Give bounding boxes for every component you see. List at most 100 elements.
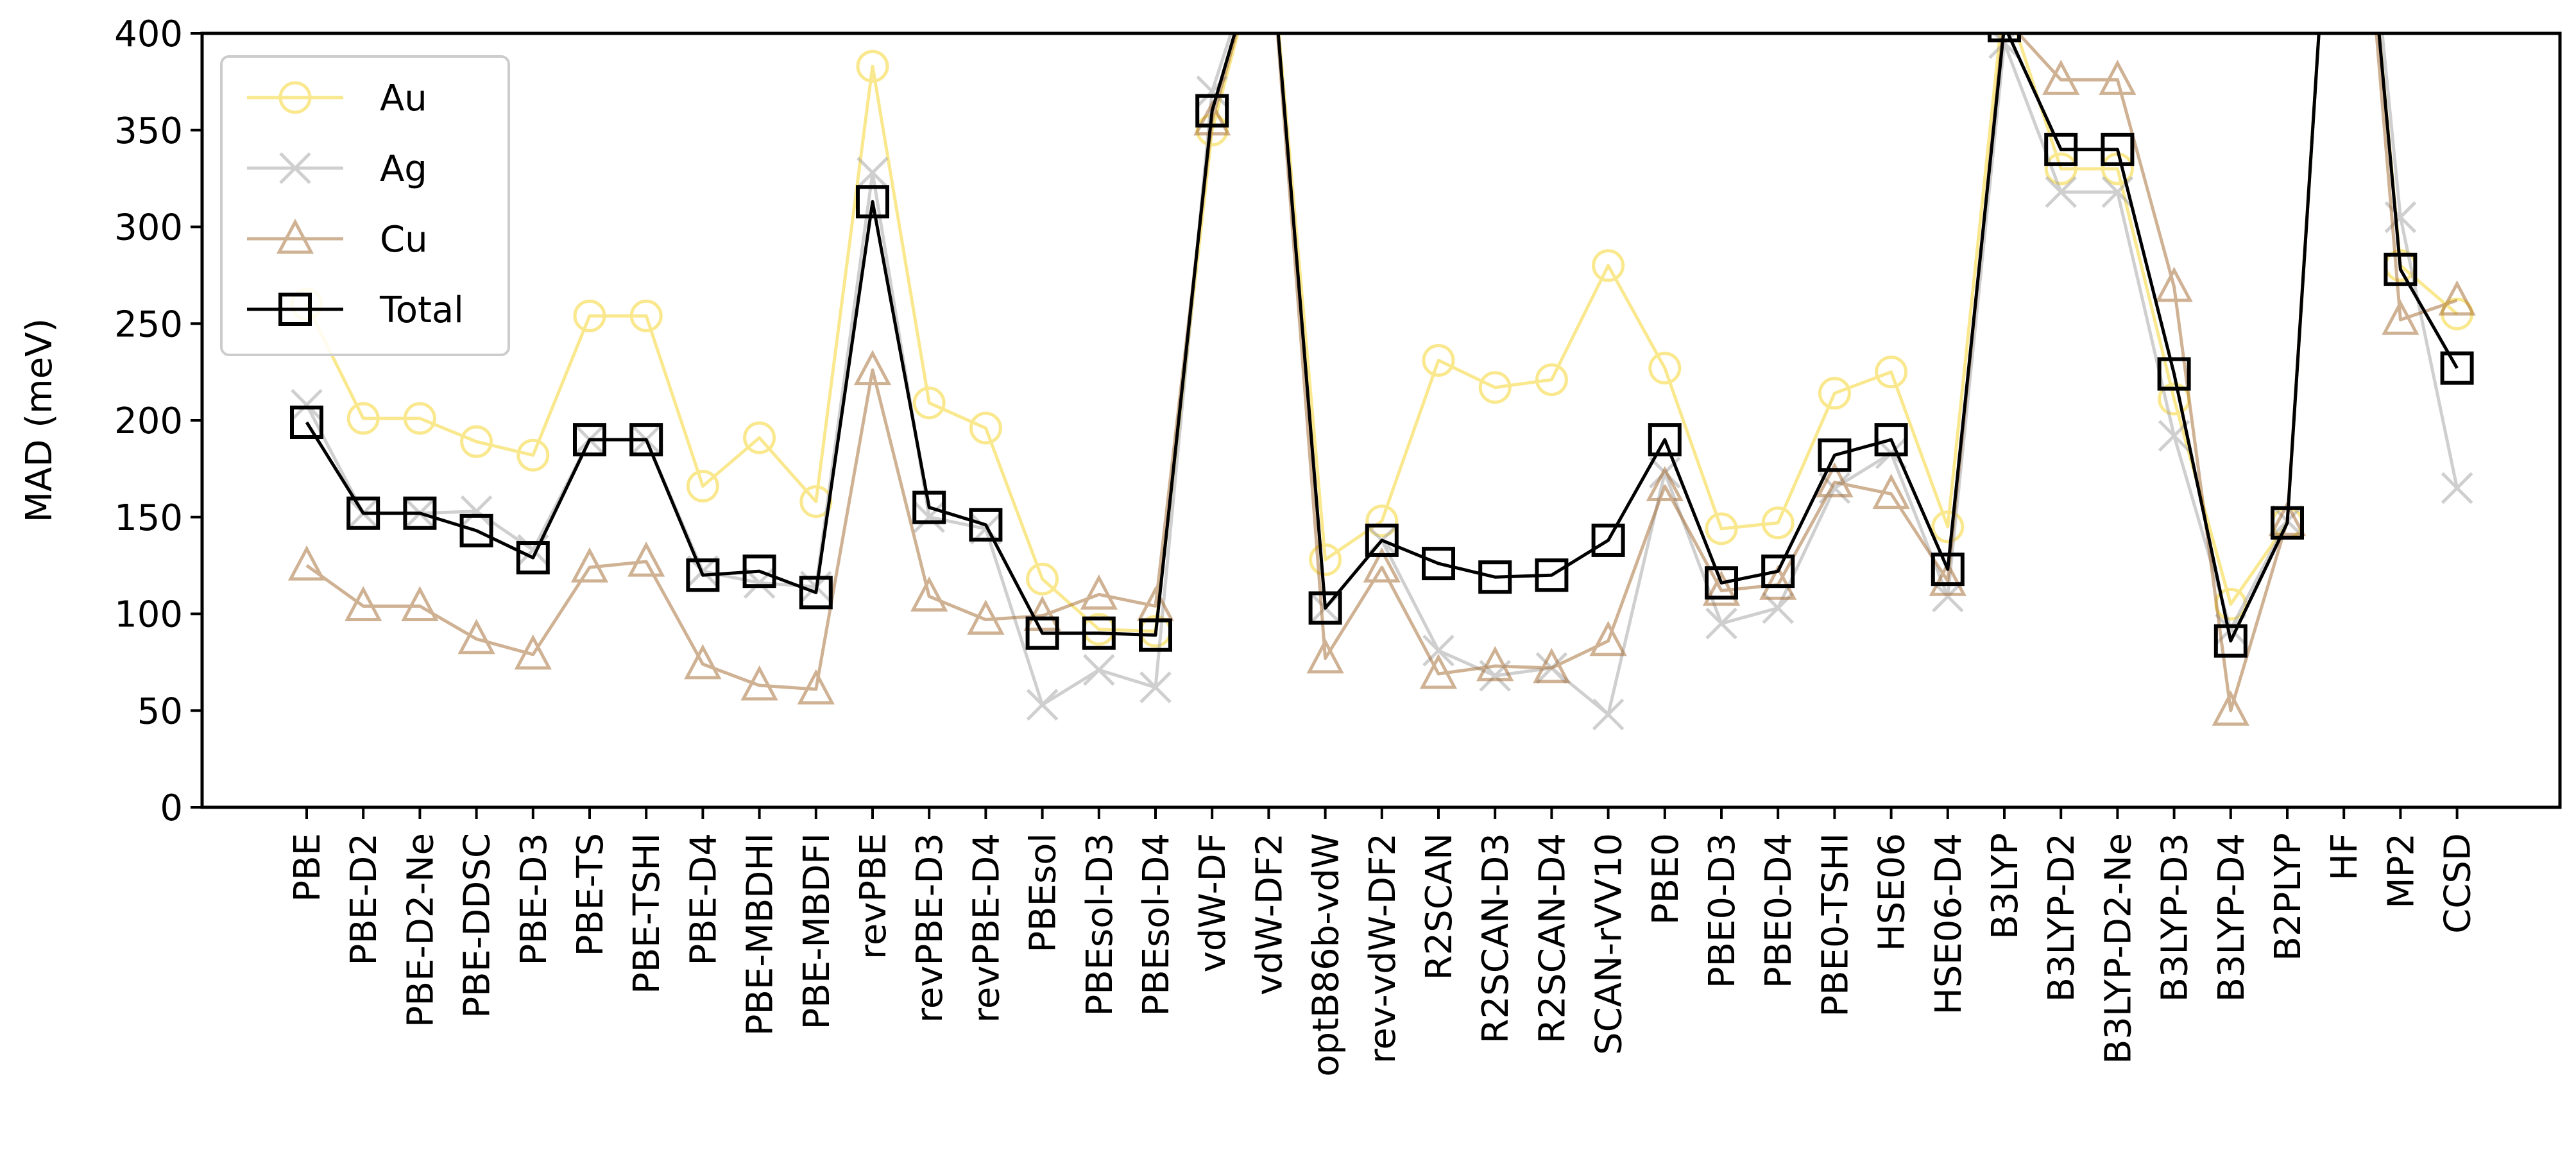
y-tick-label: 350	[114, 110, 183, 152]
x-tick-label: vdW-DF2	[1249, 833, 1290, 995]
legend-marker	[278, 293, 312, 326]
data-point-total	[1365, 523, 1399, 557]
data-point-total	[742, 554, 776, 588]
data-point-au	[1648, 352, 1682, 385]
plot-frame	[200, 31, 2562, 809]
data-point-cu	[627, 541, 665, 577]
data-point-total	[686, 558, 720, 592]
y-tick-label: 200	[114, 400, 183, 442]
data-point-total	[799, 576, 833, 610]
series-total	[290, 33, 2474, 658]
data-point-cu	[1816, 462, 1854, 497]
legend-marker	[279, 152, 311, 184]
data-point-au	[629, 299, 663, 332]
legend-item-ag	[247, 152, 343, 184]
data-point-total	[1478, 560, 1512, 594]
data-point-cu	[457, 619, 495, 655]
data-point-cu	[2099, 60, 2137, 95]
data-point-cu	[1702, 570, 1741, 606]
data-point-total	[1988, 33, 2021, 42]
y-axis-label: MAD (meV)	[19, 318, 60, 523]
data-point-total	[856, 185, 889, 219]
data-point-ag	[1083, 654, 1115, 686]
legend-item-au	[247, 81, 343, 114]
data-point-au	[460, 425, 493, 458]
x-tick-label: optB86b-vdW	[1306, 833, 1347, 1077]
data-point-au	[1309, 543, 1342, 576]
legend-marker	[276, 218, 314, 254]
data-point-total	[1648, 423, 1682, 457]
legend-marker	[278, 81, 312, 114]
data-point-au	[1875, 356, 1908, 389]
data-point-cu	[684, 644, 722, 680]
series-line-cu	[305, 33, 2458, 712]
data-point-total	[2440, 351, 2474, 385]
data-point-au	[743, 421, 776, 454]
data-point-total	[1874, 423, 1908, 457]
data-point-au	[2044, 152, 2077, 185]
data-point-cu	[1533, 648, 1571, 683]
data-point-cu	[287, 545, 326, 581]
data-point-total	[629, 423, 663, 457]
x-tick-label: PBE-MBDFI	[796, 833, 838, 1029]
x-tick-label: PBE-D2	[343, 833, 385, 966]
data-point-ag	[460, 495, 493, 528]
data-point-au	[1478, 371, 1512, 404]
data-point-total	[1025, 616, 1059, 650]
data-point-ag	[1988, 33, 2020, 59]
data-point-au	[1931, 510, 1965, 544]
x-tick-label: B3LYP-D4	[2211, 833, 2253, 1002]
x-tick-label: revPBE-D3	[909, 833, 951, 1023]
x-tick-label: R2SCAN	[1419, 833, 1460, 980]
data-point-total	[573, 423, 606, 457]
data-point-cu	[1872, 474, 1910, 510]
y-tick-label: 300	[114, 207, 183, 249]
legend-item-total	[247, 293, 343, 326]
x-tick-label: R2SCAN-D3	[1475, 833, 1517, 1043]
data-point-total	[1931, 553, 1965, 587]
data-point-cu	[570, 547, 609, 583]
y-tick-label: 100	[114, 594, 183, 636]
data-point-au	[1422, 344, 1455, 377]
data-point-cu	[2042, 60, 2080, 95]
data-point-ag	[857, 157, 889, 189]
series-ag	[291, 33, 2473, 731]
x-tick-label: revPBE-D4	[966, 833, 1007, 1023]
data-point-cu	[853, 350, 892, 386]
x-tick-label: HSE06-D4	[1928, 833, 1970, 1015]
data-point-total	[459, 513, 493, 547]
data-point-total	[1818, 438, 1852, 472]
x-tick-label: PBE-DDSC	[457, 833, 499, 1018]
data-point-cu	[1080, 574, 1118, 610]
x-tick-label: B2PLYP	[2267, 833, 2309, 961]
data-point-ag	[291, 389, 323, 421]
data-point-total	[1308, 591, 1342, 625]
series-line-ag	[305, 33, 2459, 716]
y-tick-label: 150	[114, 497, 183, 539]
x-tick-label: R2SCAN-D4	[1531, 833, 1573, 1043]
legend-label: Ag	[380, 148, 427, 190]
data-point-cu	[967, 599, 1005, 635]
data-point-cu	[2155, 266, 2193, 302]
x-tick-label: PBE-D3	[513, 833, 555, 966]
data-point-cu	[2438, 280, 2476, 316]
data-point-ag	[2045, 176, 2077, 208]
data-point-ag	[1932, 580, 1964, 613]
x-tick-label: PBE-TSHI	[626, 833, 668, 994]
data-point-cu	[740, 665, 778, 701]
y-tick-label: 250	[114, 304, 183, 345]
series-cu	[287, 33, 2476, 726]
data-point-au	[856, 49, 889, 83]
data-point-cu	[514, 634, 552, 670]
x-tick-label: B3LYP	[1984, 833, 2026, 940]
series-line-total	[305, 33, 2459, 643]
data-point-ag	[1026, 689, 1059, 721]
x-tick-label: PBEsol-D4	[1136, 833, 1177, 1017]
x-tick-label: PBE-D4	[683, 833, 724, 966]
data-point-total	[403, 496, 437, 530]
data-point-au	[403, 402, 436, 435]
data-point-total	[912, 490, 946, 524]
data-point-cu	[1419, 653, 1458, 689]
data-point-cu	[910, 576, 948, 612]
data-point-ag	[2441, 472, 2473, 504]
